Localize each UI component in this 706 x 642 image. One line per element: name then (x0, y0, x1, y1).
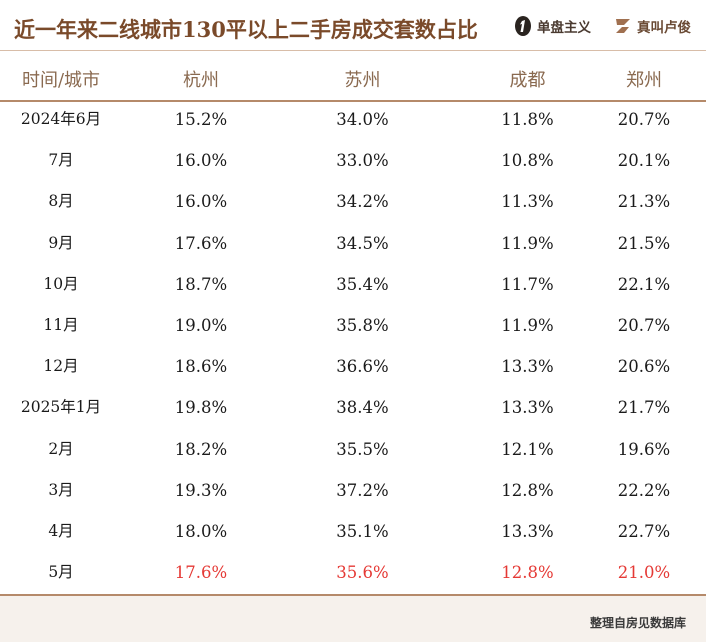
table-row: 3月 19.3% 37.2% 12.8% 22.2% (0, 470, 706, 511)
row-label: 2024年6月 (20, 110, 102, 128)
table-cell: 18.0% (174, 522, 228, 541)
row-label: 2月 (48, 439, 74, 458)
table-cell: 20.7% (617, 110, 671, 129)
table-cell: 12.8% (501, 480, 554, 500)
table-header-row: 时间/城市 杭州 苏州 成都 郑州 (0, 60, 706, 101)
table-row: 4月 18.0% 35.1% 13.3% 22.7% (0, 511, 706, 552)
table-bottom-divider (0, 594, 706, 596)
row-label: 9月 (48, 233, 74, 252)
table-row: 12月 18.6% 36.6% 13.3% 20.6% (0, 346, 706, 387)
brand-zhenjiaolujun: 真叫卢俊 (612, 15, 691, 37)
brand-danpanzhuyi: 单盘主义 (512, 15, 591, 37)
number-one-badge-icon (512, 15, 534, 37)
table-row: 2024年6月 15.2% 34.0% 11.8% 20.7% (0, 99, 706, 140)
row-label: 2025年1月 (20, 398, 102, 417)
row-label: 5月 (48, 563, 74, 582)
table-cell: 20.7% (617, 316, 671, 335)
table-cell: 15.2% (174, 110, 228, 129)
source-note: 整理自房见数据库 (589, 616, 686, 630)
table-row: 5月 17.6% 35.6% 12.8% 21.0% (0, 552, 706, 593)
table-cell: 12.1% (501, 439, 554, 459)
column-header: 杭州 (183, 70, 219, 91)
table-cell: 19.6% (617, 439, 671, 459)
table-cell: 10.8% (501, 151, 554, 171)
table-cell: 35.8% (336, 316, 389, 335)
table-cell: 13.3% (501, 522, 554, 541)
header: 近一年来二线城市130平以上二手房成交套数占比 单盘主义 真叫卢俊 (0, 0, 706, 52)
page-title: 近一年来二线城市130平以上二手房成交套数占比 (14, 17, 478, 42)
column-header: 成都 (509, 70, 546, 91)
table-cell: 36.6% (336, 357, 389, 377)
table-cell: 22.2% (617, 480, 671, 500)
table-cell: 21.7% (617, 398, 671, 418)
z-logo-icon (612, 15, 634, 37)
table-cell: 33.0% (336, 151, 389, 171)
table-cell: 13.3% (501, 398, 554, 418)
table-cell: 16.0% (174, 151, 228, 171)
table-cell: 11.3% (501, 192, 554, 212)
table-row: 2025年1月 19.8% 38.4% 13.3% 21.7% (0, 387, 706, 428)
table-cell: 20.1% (617, 151, 671, 171)
table-cell: 20.6% (617, 357, 671, 377)
table-cell: 19.3% (174, 480, 228, 500)
table-cell: 13.3% (501, 357, 554, 377)
table-cell: 19.8% (174, 398, 228, 418)
row-label: 10月 (43, 274, 79, 293)
brand-name: 真叫卢俊 (637, 20, 691, 36)
table-cell: 37.2% (336, 480, 389, 500)
row-label: 11月 (43, 316, 79, 334)
row-label: 4月 (48, 522, 74, 540)
table-cell: 18.2% (174, 439, 228, 459)
column-header: 时间/城市 (21, 70, 101, 91)
table-cell: 35.6% (336, 563, 389, 583)
table-header-divider (0, 100, 706, 102)
table-cell: 16.0% (174, 192, 228, 212)
footer: 整理自房见数据库 (0, 596, 706, 642)
table-cell: 17.6% (174, 233, 228, 253)
table-cell: 19.0% (174, 316, 228, 335)
table-cell: 22.1% (617, 274, 671, 294)
table-cell: 35.4% (336, 274, 389, 294)
row-label: 12月 (43, 357, 79, 376)
table-row: 7月 16.0% 33.0% 10.8% 20.1% (0, 140, 706, 181)
table-cell: 21.3% (617, 192, 671, 212)
table-row: 2月 18.2% 35.5% 12.1% 19.6% (0, 429, 706, 470)
table-cell: 11.8% (501, 110, 554, 129)
table-cell: 21.5% (617, 233, 671, 253)
table-cell: 34.2% (336, 192, 389, 212)
table-cell: 11.9% (501, 233, 554, 253)
table-cell: 21.0% (617, 563, 671, 583)
table-cell: 18.6% (174, 357, 228, 377)
table-cell: 17.6% (174, 563, 228, 583)
table-cell: 22.7% (617, 522, 671, 541)
row-label: 3月 (48, 480, 74, 499)
table-cell: 35.5% (336, 439, 389, 459)
row-label: 8月 (48, 192, 74, 211)
table-cell: 11.9% (501, 316, 554, 335)
column-header: 郑州 (626, 70, 662, 91)
table-cell: 11.7% (501, 274, 554, 294)
table-cell: 38.4% (336, 398, 389, 418)
table-row: 8月 16.0% 34.2% 11.3% 21.3% (0, 181, 706, 222)
row-label: 7月 (48, 151, 74, 170)
table-cell: 34.0% (336, 110, 389, 129)
table-cell: 34.5% (336, 233, 389, 253)
table-cell: 18.7% (174, 274, 228, 294)
header-divider (0, 50, 706, 51)
table-row: 9月 17.6% 34.5% 11.9% 21.5% (0, 223, 706, 264)
brand-name: 单盘主义 (537, 20, 591, 36)
table-row: 10月 18.7% 35.4% 11.7% 22.1% (0, 264, 706, 305)
table-cell: 35.1% (336, 522, 389, 541)
table-cell: 12.8% (501, 563, 554, 583)
table-row: 11月 19.0% 35.8% 11.9% 20.7% (0, 305, 706, 346)
column-header: 苏州 (344, 70, 381, 91)
